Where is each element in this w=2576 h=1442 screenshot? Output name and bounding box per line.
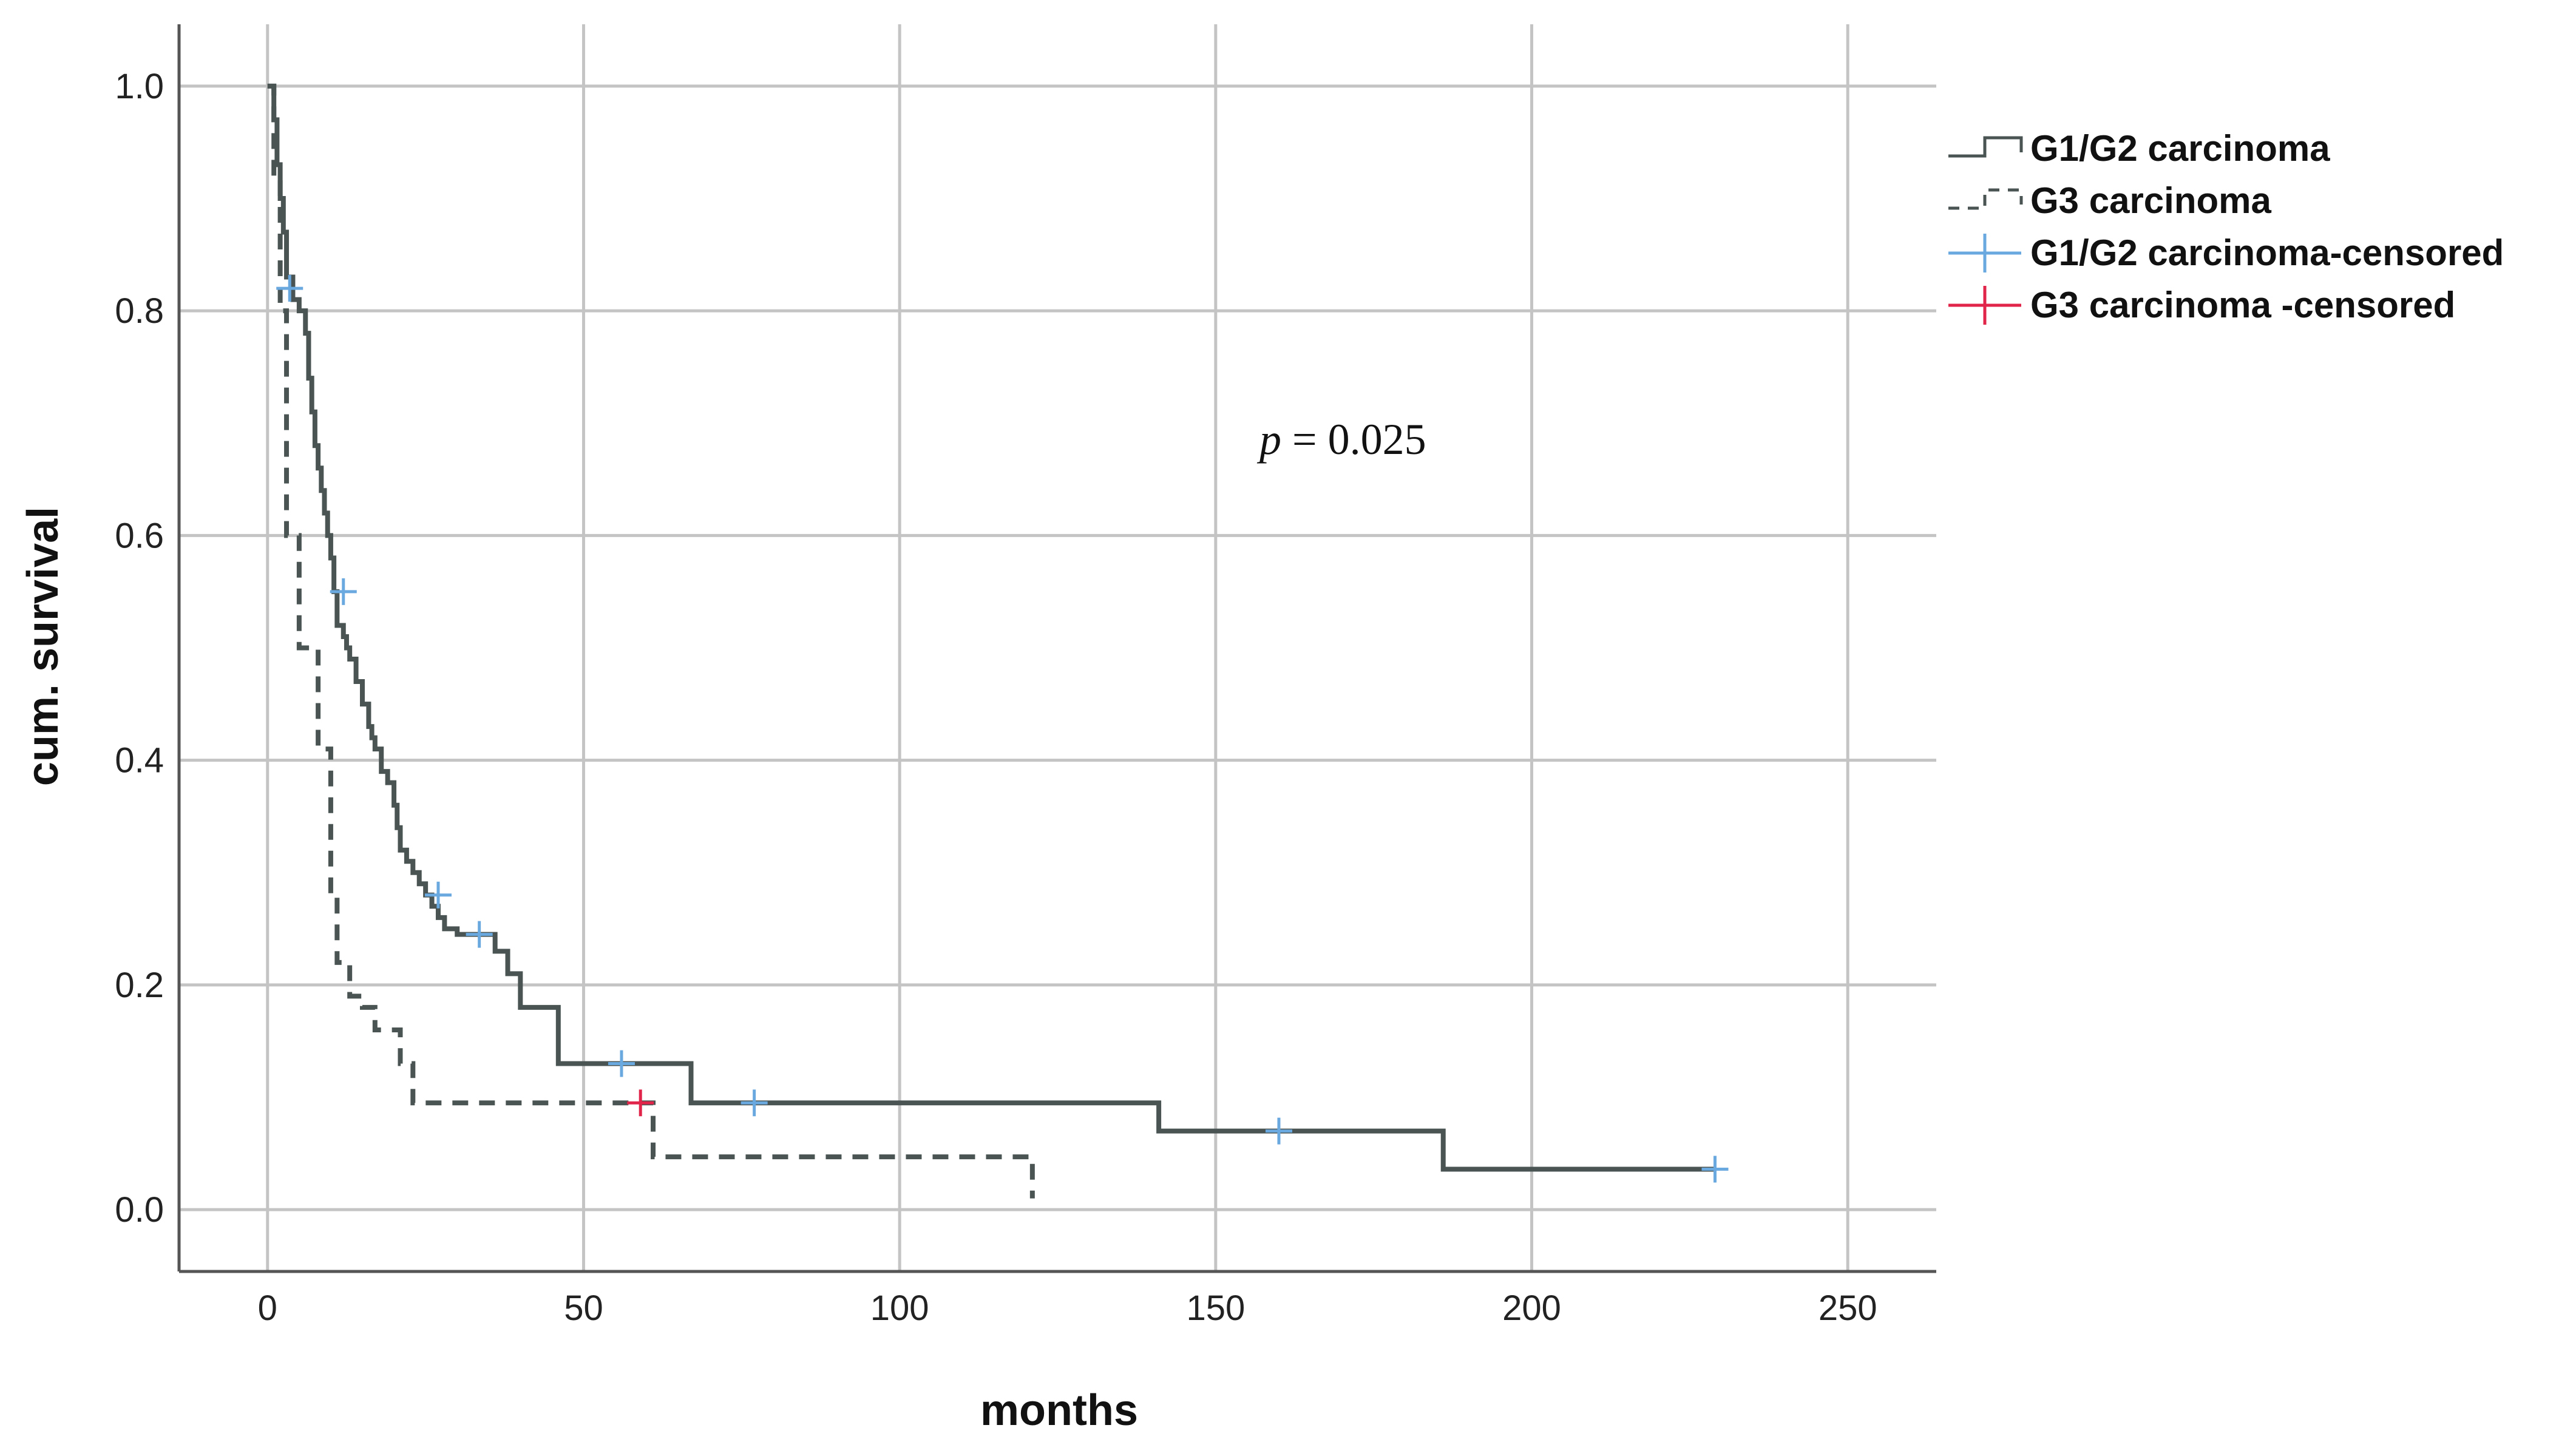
- censor-mark: [330, 578, 357, 605]
- legend-label: G3 carcinoma: [2030, 180, 2271, 221]
- legend-label: G3 carcinoma -censored: [2030, 285, 2455, 325]
- legend-item: G1/G2 carcinoma: [1948, 128, 2330, 169]
- x-tick-label: 50: [564, 1288, 603, 1328]
- y-tick-label: 0.8: [115, 291, 164, 331]
- x-tick-label: 0: [258, 1288, 277, 1328]
- series-line-0: [267, 83, 1715, 1172]
- y-tick-label: 0.2: [115, 966, 164, 1005]
- x-axis-label: months: [980, 1386, 1138, 1435]
- p-value-symbol: p: [1256, 415, 1281, 464]
- legend-label: G1/G2 carcinoma: [2030, 128, 2330, 169]
- x-tick-label: 250: [1818, 1288, 1877, 1328]
- series-line-1: [267, 83, 1035, 1199]
- p-value-text: = 0.025: [1281, 415, 1426, 464]
- legend-item: G1/G2 carcinoma-censored: [1948, 232, 2504, 273]
- y-axis-label: cum. survival: [19, 507, 67, 786]
- y-tick-label: 0.0: [115, 1190, 164, 1230]
- legend: G1/G2 carcinoma G3 carcinoma G1/G2 carcino…: [1948, 128, 2504, 325]
- legend-swatch: [1948, 188, 2023, 210]
- grid-lines: [179, 24, 1936, 1271]
- legend-label: G1/G2 carcinoma-censored: [2030, 232, 2504, 273]
- censor-mark: [741, 1089, 768, 1117]
- x-tick-label: 200: [1502, 1288, 1561, 1328]
- legend-swatch: [1948, 136, 2023, 158]
- legend-item: G3 carcinoma: [1948, 180, 2271, 221]
- censor-mark: [466, 921, 493, 948]
- censor-mark: [424, 881, 452, 909]
- axes: [177, 24, 1936, 1273]
- tick-labels: 0 50 100 150 200 250 0.0 0.2 0.4 0.6 0.8 1.0: [115, 67, 1877, 1328]
- x-tick-label: 100: [870, 1288, 929, 1328]
- p-value-annotation: p = 0.025: [1256, 415, 1426, 464]
- x-tick-label: 150: [1186, 1288, 1245, 1328]
- censor-mark: [1701, 1156, 1729, 1183]
- censor-mark: [627, 1089, 654, 1117]
- legend-item: G3 carcinoma -censored: [1948, 285, 2455, 325]
- censor-mark: [608, 1050, 635, 1077]
- censor-marks: [276, 275, 1729, 1183]
- censor-mark: [1265, 1117, 1292, 1145]
- y-tick-label: 0.6: [115, 516, 164, 555]
- y-tick-label: 0.4: [115, 741, 164, 780]
- censor-mark: [276, 275, 303, 302]
- y-tick-label: 1.0: [115, 67, 164, 106]
- series-lines: [267, 83, 1715, 1199]
